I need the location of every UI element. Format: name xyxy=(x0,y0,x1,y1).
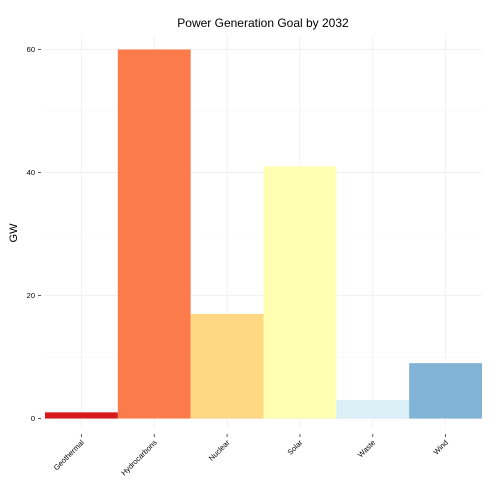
y-axis-label: GW xyxy=(8,223,20,243)
chart-title: Power Generation Goal by 2032 xyxy=(177,16,349,30)
x-tick-label: Waste xyxy=(356,438,377,459)
x-tick-label: Wind xyxy=(432,438,450,456)
x-tick-label: Nuclear xyxy=(207,438,232,463)
bar-nuclear xyxy=(191,314,264,419)
bar-wind xyxy=(409,363,482,418)
bar-geothermal xyxy=(45,412,118,418)
x-tick-label: Hydrocarbons xyxy=(119,438,159,478)
x-tick-label: Solar xyxy=(286,438,305,457)
y-tick-label: 20 xyxy=(27,291,35,300)
y-tick-label: 40 xyxy=(27,168,35,177)
y-axis: 0 20 40 60 xyxy=(27,45,41,423)
bar-solar xyxy=(264,166,337,418)
y-tick-label: 60 xyxy=(27,45,35,54)
bar-waste xyxy=(336,400,409,418)
x-tick-label: Geothermal xyxy=(52,438,86,472)
x-axis: Geothermal Hydrocarbons Nuclear Solar Waste W… xyxy=(52,434,450,477)
y-tick-label: 0 xyxy=(31,414,35,423)
bar-hydrocarbons xyxy=(118,50,191,419)
